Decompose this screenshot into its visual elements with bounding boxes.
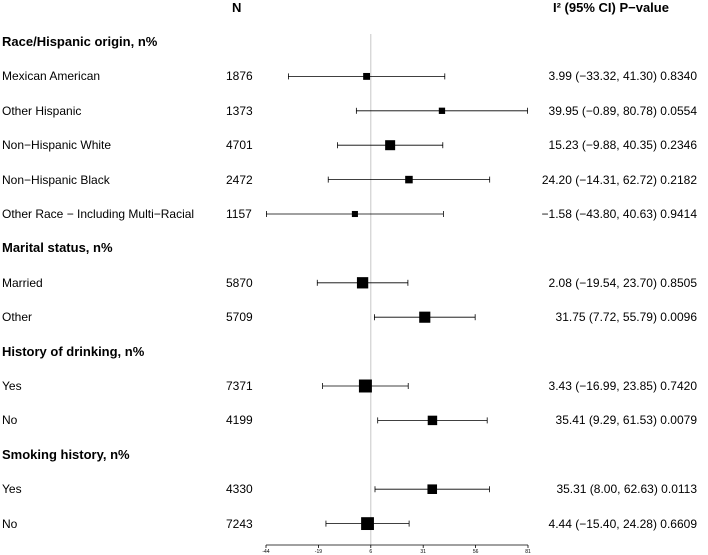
group-label: Smoking history, n% [2,446,130,462]
row-stat: 2.08 (−19.54, 23.70) 0.8505 [548,275,697,290]
group-label: Marital status, n% [2,240,113,256]
row-label: Yes [2,379,22,393]
row-n: 4701 [226,138,253,153]
row-stat: 3.43 (−16.99, 23.85) 0.7420 [548,379,697,393]
row-n: 1157 [226,207,252,221]
point-estimate [361,517,374,531]
row-label: Yes [2,482,22,497]
x-tick-label: 6 [369,549,372,555]
point-estimate [427,415,438,426]
group-label: History of drinking, n% [2,343,145,359]
row-n: 5870 [226,275,253,290]
row-n: 7243 [226,516,253,531]
row-label: Married [2,275,43,290]
row-n: 5709 [226,310,253,325]
row-stat: 15.23 (−9.88, 40.35) 0.2346 [548,138,697,153]
x-tick-label: -44 [262,549,269,555]
column-header-stat: I² (95% CI) P−value [553,0,669,15]
row-stat: 39.95 (−0.89, 80.78) 0.0554 [548,103,697,118]
x-tick-label: -19 [315,549,322,555]
point-estimate [351,210,358,218]
row-stat: 4.44 (−15.40, 24.28) 0.6609 [548,516,697,531]
row-stat: 35.41 (9.29, 61.53) 0.0079 [555,413,697,428]
row-label: Other [2,310,33,325]
point-estimate [419,311,431,323]
row-stat: 35.31 (8.00, 62.63) 0.0113 [556,482,697,497]
row-label: Non−Hispanic White [2,138,112,153]
row-label: Other Hispanic [2,103,82,118]
row-n: 2472 [226,172,253,187]
point-estimate [358,379,372,393]
row-label: No [2,413,18,428]
row-n: 4330 [226,482,253,497]
row-stat: 3.99 (−33.32, 41.30) 0.8340 [548,69,697,84]
point-estimate [356,277,369,289]
row-label: Mexican American [2,69,101,84]
row-label: Other Race − Including Multi−Racial [2,207,195,221]
point-estimate [363,72,371,80]
row-n: 1373 [226,103,253,118]
row-stat: 24.20 (−14.31, 62.72) 0.2182 [541,172,697,187]
row-n: 7371 [226,379,253,393]
row-label: No [2,516,18,531]
row-stat: 31.75 (7.72, 55.79) 0.0096 [555,310,697,325]
column-header-n: N [232,0,242,15]
row-label: Non−Hispanic Black [2,172,110,187]
x-tick-label: 31 [420,549,426,555]
x-tick-label: 81 [525,549,531,555]
point-estimate [438,107,446,114]
row-n: 1876 [226,69,253,84]
row-stat: −1.58 (−43.80, 40.63) 0.9414 [541,207,697,221]
x-tick-label: 56 [473,549,479,555]
point-estimate [427,484,438,494]
point-estimate [385,140,396,151]
row-n: 4199 [226,413,253,428]
point-estimate [405,175,413,184]
group-label: Race/Hispanic origin, n% [2,34,158,49]
